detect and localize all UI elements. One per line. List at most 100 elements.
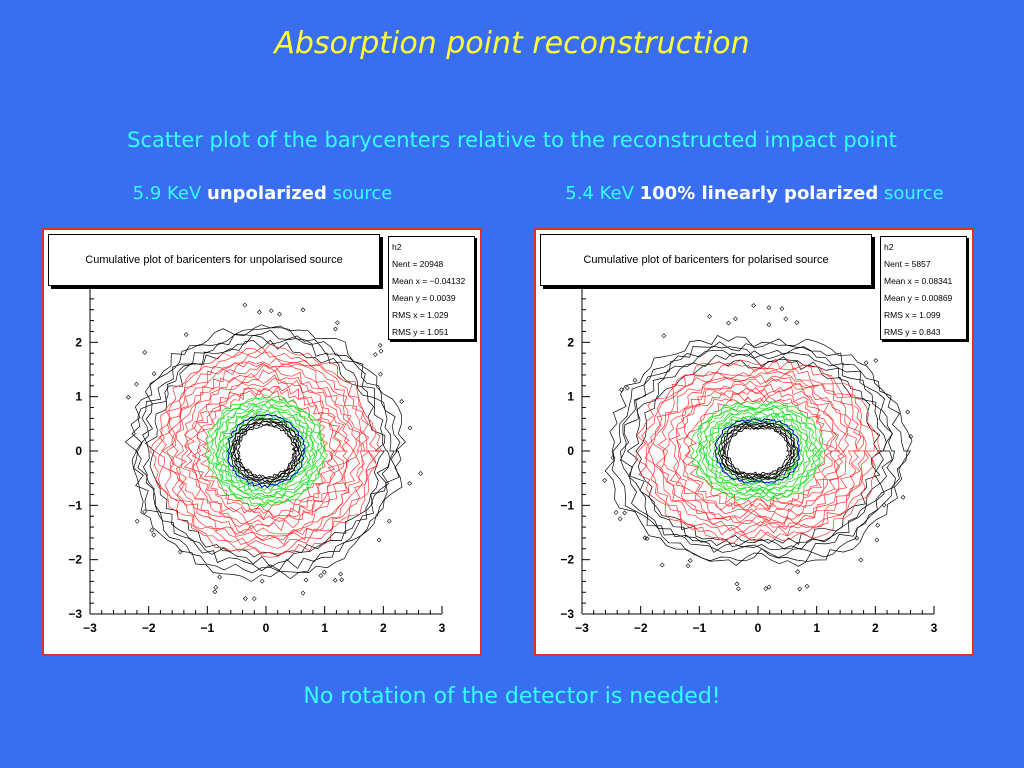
contour-lines	[124, 302, 424, 602]
outlier-mark	[213, 584, 219, 590]
x-tick-label: 1	[321, 621, 328, 635]
outlier-mark	[334, 320, 340, 326]
outlier-mark	[300, 590, 306, 596]
y-tick-label: −2	[560, 553, 574, 567]
contour-line	[161, 357, 371, 546]
outlier-mark	[644, 536, 650, 542]
contour-line	[635, 356, 883, 545]
outlier-mark	[149, 527, 155, 533]
outlier-mark	[338, 571, 344, 577]
stats-box-unpolarized: h2 Nent = 20948 Mean x = −0.04132 Mean y…	[388, 236, 475, 340]
right-caption: 5.4 KeV 100% linearly polarized source	[532, 183, 977, 204]
contour-line	[702, 408, 815, 493]
contour-lines	[602, 303, 914, 592]
y-tick-label: 1	[75, 390, 82, 404]
outlier-mark	[242, 302, 248, 308]
x-tick-label: 1	[813, 621, 820, 635]
stats-line: Mean y = 0.0039	[392, 293, 456, 303]
outlier-mark	[125, 394, 131, 400]
outlier-mark	[321, 569, 327, 575]
outlier-mark	[386, 518, 392, 524]
outlier-mark	[905, 409, 911, 415]
contour-line	[217, 406, 316, 497]
contour-line	[726, 426, 790, 475]
outlier-mark	[339, 577, 345, 583]
outlier-mark	[613, 509, 619, 515]
outlier-mark	[268, 308, 274, 314]
contour-plot-unpolarized: −3 −2 −1 0 1 2 3 −3 −2 −1 0 1 2	[68, 287, 446, 635]
outlier-mark	[794, 320, 800, 325]
x-tick-label: 2	[380, 621, 387, 635]
right-caption-tail: source	[878, 183, 944, 204]
outlier-mark	[875, 522, 881, 528]
outlier-mark	[217, 574, 223, 580]
outlier-mark	[873, 358, 879, 363]
contour-line	[669, 383, 846, 520]
stats-line: RMS x = 1.029	[392, 310, 449, 320]
outlier-mark	[177, 549, 183, 555]
x-tick-label: 3	[439, 621, 446, 635]
stats-line: Nent = 20948	[392, 259, 444, 269]
outlier-mark	[763, 586, 769, 592]
outlier-mark	[151, 532, 157, 538]
slide-title: Absorption point reconstruction	[274, 26, 750, 61]
contour-line	[676, 388, 841, 512]
outlier-mark	[407, 480, 413, 486]
stats-line: Mean x = −0.04132	[392, 276, 466, 286]
contour-line	[231, 418, 301, 484]
right-caption-energy: 5.4 KeV	[565, 183, 640, 204]
outlier-mark	[256, 309, 262, 315]
contour-line	[611, 341, 908, 562]
outlier-mark	[751, 303, 757, 308]
outlier-mark	[736, 586, 741, 592]
contour-line	[236, 422, 298, 480]
x-tick-label: −2	[142, 621, 156, 635]
contour-line	[232, 419, 300, 483]
outlier-mark	[142, 350, 148, 355]
y-tick-label: −3	[68, 607, 82, 621]
outlier-mark	[685, 563, 691, 569]
contour-line	[653, 373, 861, 528]
contour-line	[131, 327, 401, 574]
plot-panel-polarized: −3 −2 −1 0 1 2 3 −3 −2 −1 0 1 2 Cumulative plot of b…	[534, 228, 974, 656]
outlier-mark	[418, 470, 424, 476]
outlier-mark	[874, 537, 880, 543]
plot-panel-unpolarized: −3 −2 −1 0 1 2 3 −3 −2 −1 0 1 2 Cumulative plot of b…	[42, 228, 482, 656]
y-tick-label: 1	[567, 390, 574, 404]
y-tick-label: 2	[567, 335, 574, 349]
contour-line	[705, 411, 810, 491]
contour-line	[237, 424, 297, 479]
outlier-mark	[734, 581, 740, 587]
x-tick-label: 0	[755, 621, 762, 635]
left-caption: 5.9 KeV unpolarized source	[40, 183, 485, 204]
outlier-mark	[619, 387, 624, 393]
outlier-mark	[881, 502, 887, 508]
outlier-mark	[624, 385, 630, 391]
outlier-mark	[133, 381, 139, 387]
y-tick-label: −2	[68, 553, 82, 567]
contour-line	[166, 361, 366, 541]
plot-title-unpolarized: Cumulative plot of baricenters for unpol…	[48, 234, 380, 286]
outlier-mark	[733, 316, 738, 322]
contour-line	[634, 358, 881, 545]
left-caption-bold: unpolarized	[207, 183, 327, 204]
x-tick-label: 0	[263, 621, 270, 635]
outlier-mark	[854, 535, 860, 541]
contour-line	[142, 334, 391, 568]
outlier-mark	[399, 399, 405, 404]
outlier-mark	[783, 316, 789, 322]
contour-line	[620, 345, 896, 558]
y-tick-label: 2	[75, 335, 82, 349]
outlier-mark	[617, 516, 623, 522]
contour-line	[662, 379, 850, 524]
contour-line	[229, 417, 303, 485]
contour-line	[226, 413, 306, 489]
outlier-mark	[142, 509, 148, 515]
stats-line: Mean x = 0.08341	[884, 276, 953, 286]
contour-line	[174, 365, 357, 535]
outlier-mark	[300, 307, 306, 313]
y-tick-label: 0	[567, 444, 574, 458]
slide-footer: No rotation of the detector is needed!	[303, 684, 721, 709]
outlier-mark	[804, 583, 810, 589]
x-tick-label: −3	[575, 621, 589, 635]
